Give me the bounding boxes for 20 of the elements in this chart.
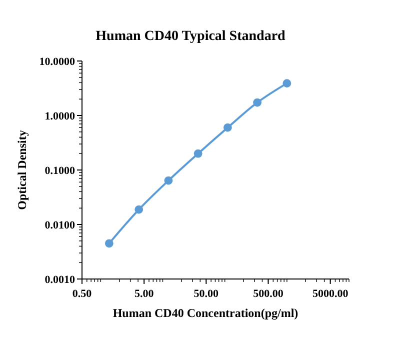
point bbox=[253, 98, 262, 107]
y-tick-label: 0.0010 bbox=[44, 274, 76, 286]
point bbox=[194, 149, 202, 158]
x-tick-label: 0.50 bbox=[72, 288, 92, 300]
x-tick-label: 5.00 bbox=[134, 288, 154, 300]
y-tick-label: 0.0100 bbox=[44, 219, 76, 232]
point bbox=[164, 176, 173, 185]
x-axis-title: Human CD40 Concentration(pg/ml) bbox=[112, 306, 298, 320]
y-axis-title: Optical Density bbox=[15, 130, 29, 210]
point bbox=[104, 239, 114, 248]
x-tick-label: 500.00 bbox=[253, 288, 284, 300]
chart-title: Human CD40 Typical Standard bbox=[96, 29, 286, 44]
point bbox=[134, 205, 144, 214]
x-tick-label: 5000.00 bbox=[312, 288, 349, 300]
x-tick-label: 50.00 bbox=[194, 288, 220, 300]
y-tick-label: 1.0000 bbox=[44, 110, 76, 122]
point bbox=[282, 79, 292, 88]
y-tick-label: 10.0000 bbox=[39, 56, 76, 68]
y-tick-label: 0.1000 bbox=[44, 164, 76, 177]
point bbox=[223, 123, 232, 132]
